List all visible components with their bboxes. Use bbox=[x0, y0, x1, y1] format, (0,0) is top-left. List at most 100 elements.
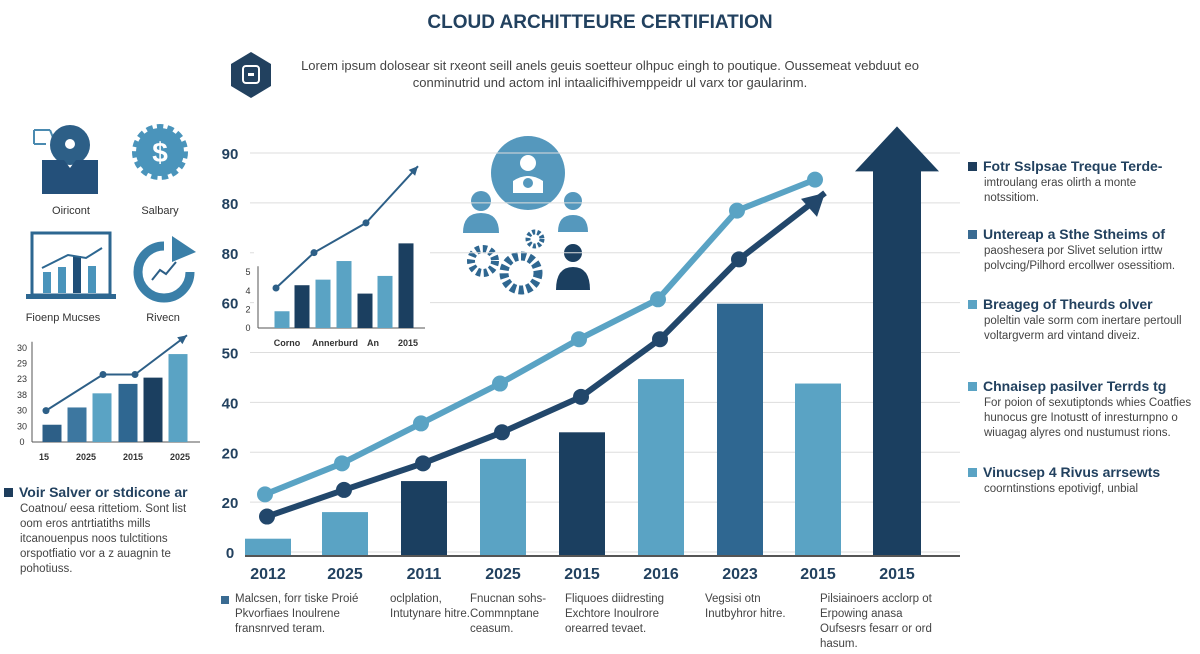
data-point bbox=[272, 284, 280, 292]
x-tick-label: Corno bbox=[274, 338, 301, 348]
data-point bbox=[807, 171, 823, 188]
icon-label: Oiricont bbox=[52, 205, 90, 217]
bullet-icon bbox=[221, 596, 229, 604]
icon-label: Fioenp Mucses bbox=[25, 312, 101, 324]
bottom-note: Pilsiainoers acclorp ot Erpowing anasa O… bbox=[820, 593, 932, 650]
data-point bbox=[310, 249, 318, 257]
bar bbox=[559, 432, 605, 556]
y-tick-label: 0 bbox=[19, 437, 24, 447]
side-note: Chnaisep pasilver Terrds tg For poion of … bbox=[968, 378, 1193, 441]
x-tick-label: 2025 bbox=[327, 566, 363, 583]
bar bbox=[143, 377, 163, 442]
bar bbox=[118, 383, 138, 442]
y-tick-label: 30 bbox=[17, 343, 27, 353]
data-point bbox=[362, 219, 370, 227]
y-tick-label: 4 bbox=[245, 286, 250, 296]
bottom-note: Fliquoes diidresting Exchtore Inoulrore … bbox=[565, 593, 665, 635]
y-tick-label: 90 bbox=[222, 146, 239, 163]
team-network-icon bbox=[463, 136, 590, 295]
data-point bbox=[131, 370, 139, 378]
y-tick-label: 5 bbox=[245, 267, 250, 277]
y-tick-label: 38 bbox=[17, 390, 27, 400]
data-point bbox=[571, 331, 587, 348]
bar bbox=[717, 303, 763, 556]
x-tick-label: 2011 bbox=[406, 566, 442, 583]
y-tick-label: 20 bbox=[222, 445, 239, 462]
hexagon-badge-icon bbox=[231, 52, 271, 98]
left-note: Voir Salver or stdicone ar Coatnou/ eesa… bbox=[4, 484, 204, 577]
bullet-icon bbox=[4, 488, 13, 497]
bottom-note: Malcsen, forr tiske Proié Pkvorfiaes Ino… bbox=[235, 593, 359, 635]
bar bbox=[795, 383, 841, 556]
side-note-body: paoshesera por Slivet selution irttw pol… bbox=[984, 245, 1176, 272]
side-note-title: Vinucsep 4 Rivus arrsewts bbox=[983, 464, 1161, 480]
y-tick-label: 40 bbox=[222, 395, 239, 412]
x-tick-label: An bbox=[367, 338, 379, 348]
icon-label: Rivecn bbox=[146, 312, 180, 324]
series-line bbox=[266, 190, 827, 520]
dollar-gear-icon: $ bbox=[132, 124, 188, 180]
x-tick-label: 2015 bbox=[879, 566, 915, 583]
data-point bbox=[573, 388, 589, 405]
data-point bbox=[42, 407, 50, 415]
arrow-head bbox=[408, 166, 418, 176]
x-tick-label: 2015 bbox=[123, 452, 143, 462]
bullet-icon bbox=[968, 300, 977, 309]
x-tick-label: 2025 bbox=[170, 452, 190, 462]
bottom-note: Vegsisi otn Inutbyhror hitre. bbox=[705, 593, 786, 620]
side-note-body: poleltin vale sorm com inertare pertoull… bbox=[984, 315, 1182, 342]
y-tick-label: 80 bbox=[222, 246, 239, 263]
data-point bbox=[492, 375, 508, 392]
y-tick-label: 50 bbox=[222, 346, 239, 363]
data-point bbox=[652, 331, 668, 348]
bar bbox=[168, 354, 188, 442]
side-note-body: For poion of sexutiptonds whies Coatfies… bbox=[984, 397, 1192, 439]
left-note-title: Voir Salver or stdicone ar bbox=[19, 484, 188, 500]
x-tick-label: 2016 bbox=[643, 566, 679, 583]
icon-label: Salbary bbox=[141, 205, 179, 217]
arrow-head bbox=[177, 335, 187, 345]
bar bbox=[42, 424, 62, 442]
x-tick-label: 2023 bbox=[722, 566, 758, 583]
bar-arrow bbox=[855, 126, 939, 557]
svg-text:$: $ bbox=[152, 137, 168, 168]
user-monitor-icon bbox=[33, 125, 98, 194]
data-point bbox=[413, 415, 429, 432]
data-point bbox=[259, 508, 275, 525]
side-note-title: Breageg of Theurds olver bbox=[983, 296, 1153, 312]
y-tick-label: 30 bbox=[17, 421, 27, 431]
y-tick-label: 0 bbox=[226, 545, 234, 562]
x-tick-label: 2012 bbox=[250, 566, 286, 583]
bullet-icon bbox=[968, 468, 977, 477]
side-note: Untereap a Sthe Stheims of paoshesera por… bbox=[968, 226, 1193, 274]
bullet-icon bbox=[968, 230, 977, 239]
x-tick-label: 2025 bbox=[76, 452, 96, 462]
bottom-note: oclplation, Intutynare hitre. bbox=[390, 593, 470, 620]
data-point bbox=[494, 424, 510, 441]
side-note-title: Untereap a Sthe Stheims of bbox=[983, 226, 1166, 242]
x-tick-label: 2015 bbox=[564, 566, 600, 583]
y-tick-label: 20 bbox=[222, 495, 239, 512]
y-tick-label: 2 bbox=[245, 304, 250, 314]
data-point bbox=[336, 481, 352, 498]
bar bbox=[377, 275, 393, 328]
bar bbox=[245, 538, 291, 556]
data-point bbox=[415, 455, 431, 472]
side-note-body: coorntinstions epotivigf, unbial bbox=[984, 483, 1139, 495]
bar bbox=[401, 481, 447, 556]
y-tick-label: 29 bbox=[17, 359, 27, 369]
data-point bbox=[650, 291, 666, 308]
series-line bbox=[45, 334, 188, 412]
side-note: Vinucsep 4 Rivus arrsewts coorntinstions … bbox=[968, 464, 1193, 497]
intro-text: Lorem ipsum dolosear sit rxeont seill an… bbox=[301, 58, 919, 90]
side-note-title: Chnaisep pasilver Terrds tg bbox=[983, 378, 1167, 394]
bar bbox=[294, 285, 310, 328]
bar bbox=[92, 393, 112, 442]
bottom-note: Fnucnan sohs- Commnptane ceasum. bbox=[470, 593, 547, 635]
pie-growth-icon bbox=[133, 236, 196, 303]
bar bbox=[480, 458, 526, 556]
data-point bbox=[334, 455, 350, 472]
bar bbox=[336, 261, 352, 328]
side-note-body: imtroulang eras olirth a monte notssitio… bbox=[984, 177, 1137, 204]
